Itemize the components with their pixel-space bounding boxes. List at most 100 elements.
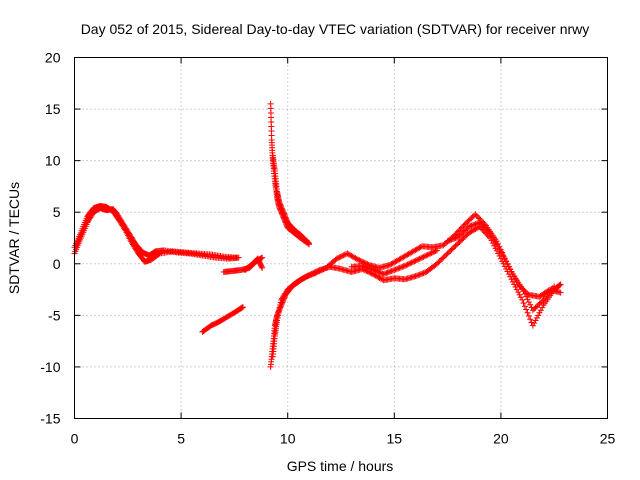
- data-point: [399, 263, 406, 270]
- data-point: [536, 300, 543, 307]
- data-point: [461, 233, 468, 240]
- data-point: [373, 268, 380, 275]
- data-point: [276, 304, 283, 311]
- data-point: [469, 213, 476, 220]
- data-point: [455, 233, 462, 240]
- data-point: [279, 206, 286, 213]
- data-point: [463, 226, 470, 233]
- data-point: [435, 259, 442, 266]
- data-point: [417, 255, 424, 262]
- data-point: [488, 237, 495, 244]
- data-point: [521, 290, 528, 297]
- data-point: [432, 248, 439, 255]
- x-tick-label: 20: [493, 431, 509, 447]
- data-point: [389, 267, 396, 274]
- data-point: [320, 266, 327, 273]
- data-point: [524, 296, 531, 303]
- data-point: [517, 294, 524, 301]
- data-point: [419, 254, 426, 261]
- data-point: [525, 313, 532, 320]
- data-point: [533, 303, 540, 310]
- data-point: [416, 255, 423, 262]
- data-point: [537, 299, 544, 306]
- data-point: [460, 235, 467, 241]
- data-point: [363, 264, 370, 271]
- data-point: [453, 241, 460, 248]
- data-point: [448, 236, 455, 243]
- data-point: [515, 289, 522, 296]
- data-point: [391, 266, 398, 273]
- data-point: [415, 256, 422, 263]
- data-point: [283, 216, 290, 223]
- data-point: [527, 301, 534, 308]
- data-point: [439, 255, 446, 262]
- data-point: [421, 253, 428, 260]
- series-track-k: [444, 219, 558, 314]
- data-point: [556, 282, 563, 289]
- data-point: [457, 225, 464, 232]
- data-point: [529, 322, 536, 329]
- data-point: [505, 263, 512, 270]
- data-point: [474, 214, 481, 221]
- data-point: [367, 265, 374, 272]
- data-point: [521, 303, 528, 310]
- data-point: [484, 227, 491, 234]
- data-point: [308, 271, 315, 278]
- data-point: [455, 240, 462, 247]
- data-point: [413, 257, 420, 264]
- data-point: [155, 251, 162, 258]
- data-point: [388, 268, 395, 275]
- data-point: [524, 309, 531, 316]
- data-point: [480, 223, 487, 230]
- data-point: [341, 251, 348, 258]
- data-point: [535, 312, 542, 319]
- data-point: [477, 220, 484, 227]
- data-point: [465, 217, 472, 224]
- data-point: [452, 242, 459, 249]
- data-point: [259, 254, 266, 261]
- data-point: [468, 222, 475, 229]
- data-point: [501, 256, 508, 263]
- data-point: [417, 271, 424, 278]
- data-point: [335, 254, 342, 261]
- y-tick-label: -5: [48, 307, 61, 323]
- data-point: [259, 264, 266, 271]
- data-point: [381, 270, 388, 277]
- data-point: [319, 266, 326, 273]
- data-point: [417, 244, 424, 251]
- data-point: [364, 264, 371, 271]
- data-point: [533, 314, 540, 321]
- data-point: [460, 223, 467, 230]
- data-point: [516, 291, 523, 298]
- data-point: [525, 299, 532, 306]
- data-point: [408, 259, 415, 266]
- data-point: [412, 273, 419, 280]
- data-point: [400, 263, 407, 270]
- data-point: [405, 260, 412, 267]
- y-tick-label: 0: [53, 256, 61, 272]
- data-point: [452, 235, 459, 241]
- data-point: [531, 320, 538, 327]
- data-point: [483, 225, 490, 232]
- data-point: [539, 298, 546, 305]
- data-point: [476, 219, 483, 226]
- data-point: [436, 258, 443, 265]
- data-point: [233, 254, 240, 261]
- data-point: [472, 221, 479, 228]
- data-point: [282, 214, 289, 221]
- data-point: [317, 267, 324, 274]
- data-point: [499, 250, 506, 257]
- tick-labels: 0 5 10 15 20 25 -15 -10 -5 0 5 10 15 20: [40, 50, 615, 447]
- data-point: [283, 215, 290, 222]
- data-point: [277, 201, 284, 208]
- data-point: [360, 263, 367, 270]
- data-point: [404, 261, 411, 268]
- data-point: [539, 304, 546, 311]
- data-point: [277, 202, 284, 209]
- x-tick-label: 15: [387, 431, 403, 447]
- data-point: [423, 252, 430, 259]
- data-point: [456, 227, 463, 234]
- series-track-b: [71, 203, 240, 265]
- data-point: [451, 244, 458, 251]
- x-tick-label: 0: [71, 431, 79, 447]
